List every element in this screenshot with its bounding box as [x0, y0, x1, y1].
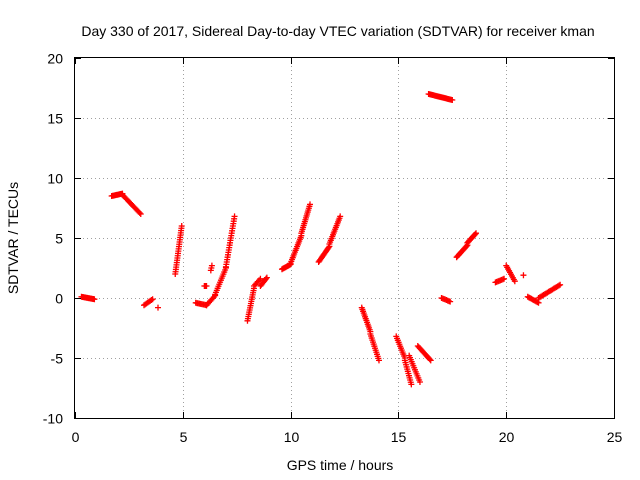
data-point	[472, 231, 479, 238]
x-tick-label: 20	[499, 429, 515, 445]
data-point	[262, 275, 269, 282]
data-point	[91, 296, 98, 303]
data-point	[325, 244, 332, 251]
data-point	[203, 283, 210, 289]
x-tick-label: 0	[72, 429, 80, 445]
x-tick-labels: 0 5 10 15 20 25	[72, 429, 623, 445]
data-point	[178, 223, 185, 229]
y-tick-label: -10	[43, 411, 63, 427]
chart-title: Day 330 of 2017, Sidereal Day-to-day VTE…	[81, 23, 594, 39]
data-point	[408, 381, 415, 388]
y-tick-label: 10	[47, 171, 63, 187]
data-point	[155, 304, 162, 311]
y-tick-label: 20	[47, 51, 63, 67]
grid-lines	[75, 58, 614, 418]
data-point	[263, 274, 270, 281]
data-point	[307, 201, 314, 208]
data-point	[208, 262, 215, 269]
x-tick-label: 5	[180, 429, 188, 445]
data-point	[149, 296, 156, 303]
data-point	[534, 299, 541, 306]
data-point	[375, 357, 382, 364]
data-point	[511, 278, 518, 285]
data-point	[137, 211, 144, 217]
data-point	[463, 243, 470, 250]
x-tick-label: 10	[284, 429, 300, 445]
data-point	[257, 275, 264, 282]
axis-ticks	[75, 58, 615, 419]
y-tick-label: 5	[55, 231, 63, 247]
data-point	[501, 275, 508, 282]
x-tick-label: 25	[607, 429, 623, 445]
y-tick-label: 15	[47, 111, 63, 127]
data-point	[555, 282, 562, 289]
data-point	[557, 281, 564, 288]
plot-frame	[74, 57, 615, 419]
data-point	[520, 272, 527, 279]
y-tick-labels: -10 -5 0 5 10 15 20	[43, 51, 63, 427]
data-point	[427, 357, 434, 364]
data-point	[136, 209, 143, 216]
data-point	[231, 213, 238, 220]
data-point	[449, 97, 456, 103]
data-point	[416, 379, 423, 385]
data-point	[473, 230, 480, 237]
x-axis-label: GPS time / hours	[287, 457, 394, 473]
data-point	[337, 213, 344, 220]
data-points	[78, 91, 564, 388]
x-tick-label: 15	[391, 429, 407, 445]
y-tick-label: -5	[51, 351, 64, 367]
data-point	[426, 356, 433, 363]
y-axis-label: SDTVAR / TECUs	[5, 182, 21, 294]
data-point	[148, 297, 155, 304]
y-tick-label: 0	[55, 291, 63, 307]
data-point	[447, 298, 454, 305]
